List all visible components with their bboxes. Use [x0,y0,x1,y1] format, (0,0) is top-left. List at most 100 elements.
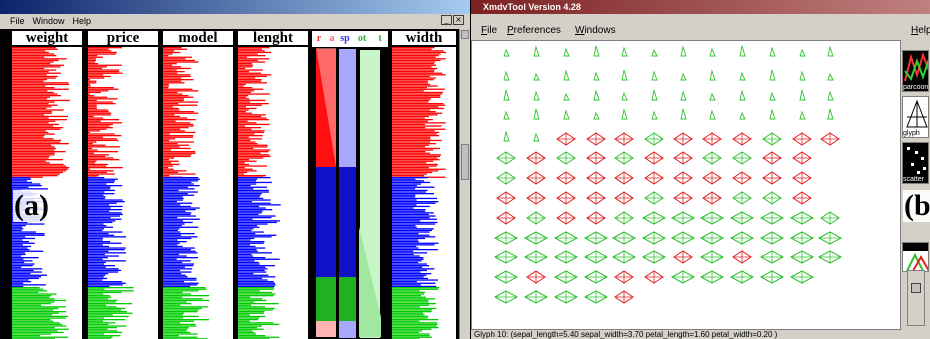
axis-bar [392,154,441,156]
close-button[interactable]: × [453,15,464,25]
axis-bar [163,103,179,105]
axis-column-model[interactable]: model [161,31,235,339]
axis-bar [12,143,69,145]
menu-help-xmdv[interactable]: Help [911,25,930,36]
scroll-up-arrow[interactable] [461,30,469,39]
axis-bar [12,135,45,137]
axis-bar [12,146,55,148]
axis-bar [238,50,265,52]
axis-bar [12,186,29,188]
axis-bar [12,293,57,295]
axis-bar [88,196,106,198]
axis-bar [392,327,439,329]
axis-bar [392,67,438,70]
axis-bar [392,225,416,227]
stackbar-tool-button[interactable] [902,242,929,272]
axis-bar [392,144,429,146]
axis-bar [238,170,257,172]
stack-label-sp: sp [340,33,350,44]
axis-bar [392,188,416,190]
axis-bar [392,91,444,94]
axis-bar [392,93,442,95]
axis-bar [12,323,63,326]
axis-bar [88,255,119,257]
axis-bar [12,298,55,300]
star-glyph [739,71,746,81]
axis-bar [163,327,189,329]
axis-bar [392,218,437,220]
axis-bar [392,317,428,319]
axis-bar [163,101,199,103]
glyph-display-canvas[interactable] [471,40,901,330]
glyph-tool-button[interactable]: glyph [902,96,929,138]
axis-bar [88,101,113,103]
axis-bar [392,207,414,209]
axis-bar [163,263,194,265]
axis-bar [12,47,56,49]
axis-bar [392,336,432,338]
axis-bar [163,307,202,310]
axis-bar [88,282,126,284]
axis-bar [392,250,414,252]
axis-bar [163,185,200,187]
left-vertical-scrollbar[interactable] [459,29,470,339]
axis-bar [88,107,97,110]
axis-bar [163,212,192,214]
axis-bar [392,130,435,132]
axis-bar [88,315,129,318]
menu-help[interactable]: Help [72,16,92,26]
axis-bar [238,260,255,262]
axis-bar [12,106,52,108]
axis-bar [88,69,120,71]
axis-bar [12,167,70,169]
axis-bar [88,128,107,130]
axis-bar [163,154,192,156]
menu-windows[interactable]: Windows [575,25,616,36]
axis-bar [12,160,46,162]
axis-bar [238,88,264,90]
axis-bar [238,135,263,137]
menu-file-xmdv[interactable]: File [481,25,498,36]
tool-label-parcoord: parcoord [903,84,929,91]
axis-bar [12,59,59,62]
axis-bar [238,178,258,180]
stacked-axis-column[interactable]: r a sp ot t [312,31,388,339]
parcoord-tool-button[interactable]: parcoord [902,50,929,92]
axis-bar [12,165,67,167]
minimize-button[interactable]: _ [441,15,452,25]
menu-file[interactable]: File [10,16,25,26]
axis-bar [392,201,439,203]
axis-bar [88,103,116,105]
axis-bar [238,333,257,335]
axis-bar [392,210,426,212]
star-glyph [769,69,776,81]
axis-column-lenght[interactable]: lenght [236,31,310,339]
axis-bar [238,231,264,233]
slider-thumb[interactable] [911,283,921,293]
axis-bar [392,331,419,334]
axis-bar [392,233,419,235]
axis-bar [12,178,32,180]
axis-bar [12,168,69,170]
zoom-slider[interactable] [907,270,925,326]
axis-bar [238,175,267,177]
scroll-thumb[interactable] [461,144,469,180]
axis-bar [12,281,32,283]
menu-preferences[interactable]: Preferences [507,25,561,36]
axis-column-weight[interactable]: weight [10,31,84,339]
menu-window[interactable]: Window [32,16,65,26]
axis-column-width[interactable]: width [390,31,458,339]
axis-bar [238,47,270,49]
axis-bar [88,309,122,311]
scatter-tool-button[interactable]: scatter [902,142,929,184]
axis-bar [12,284,46,286]
axis-column-price[interactable]: price [86,31,160,339]
axis-bar [238,173,244,175]
axis-bar [12,85,46,87]
star-glyph [563,109,570,120]
axis-bar [88,91,101,94]
axis-bar [392,223,436,225]
axis-bar [88,320,104,322]
axis-bar [163,152,196,154]
axis-bar [88,311,127,313]
